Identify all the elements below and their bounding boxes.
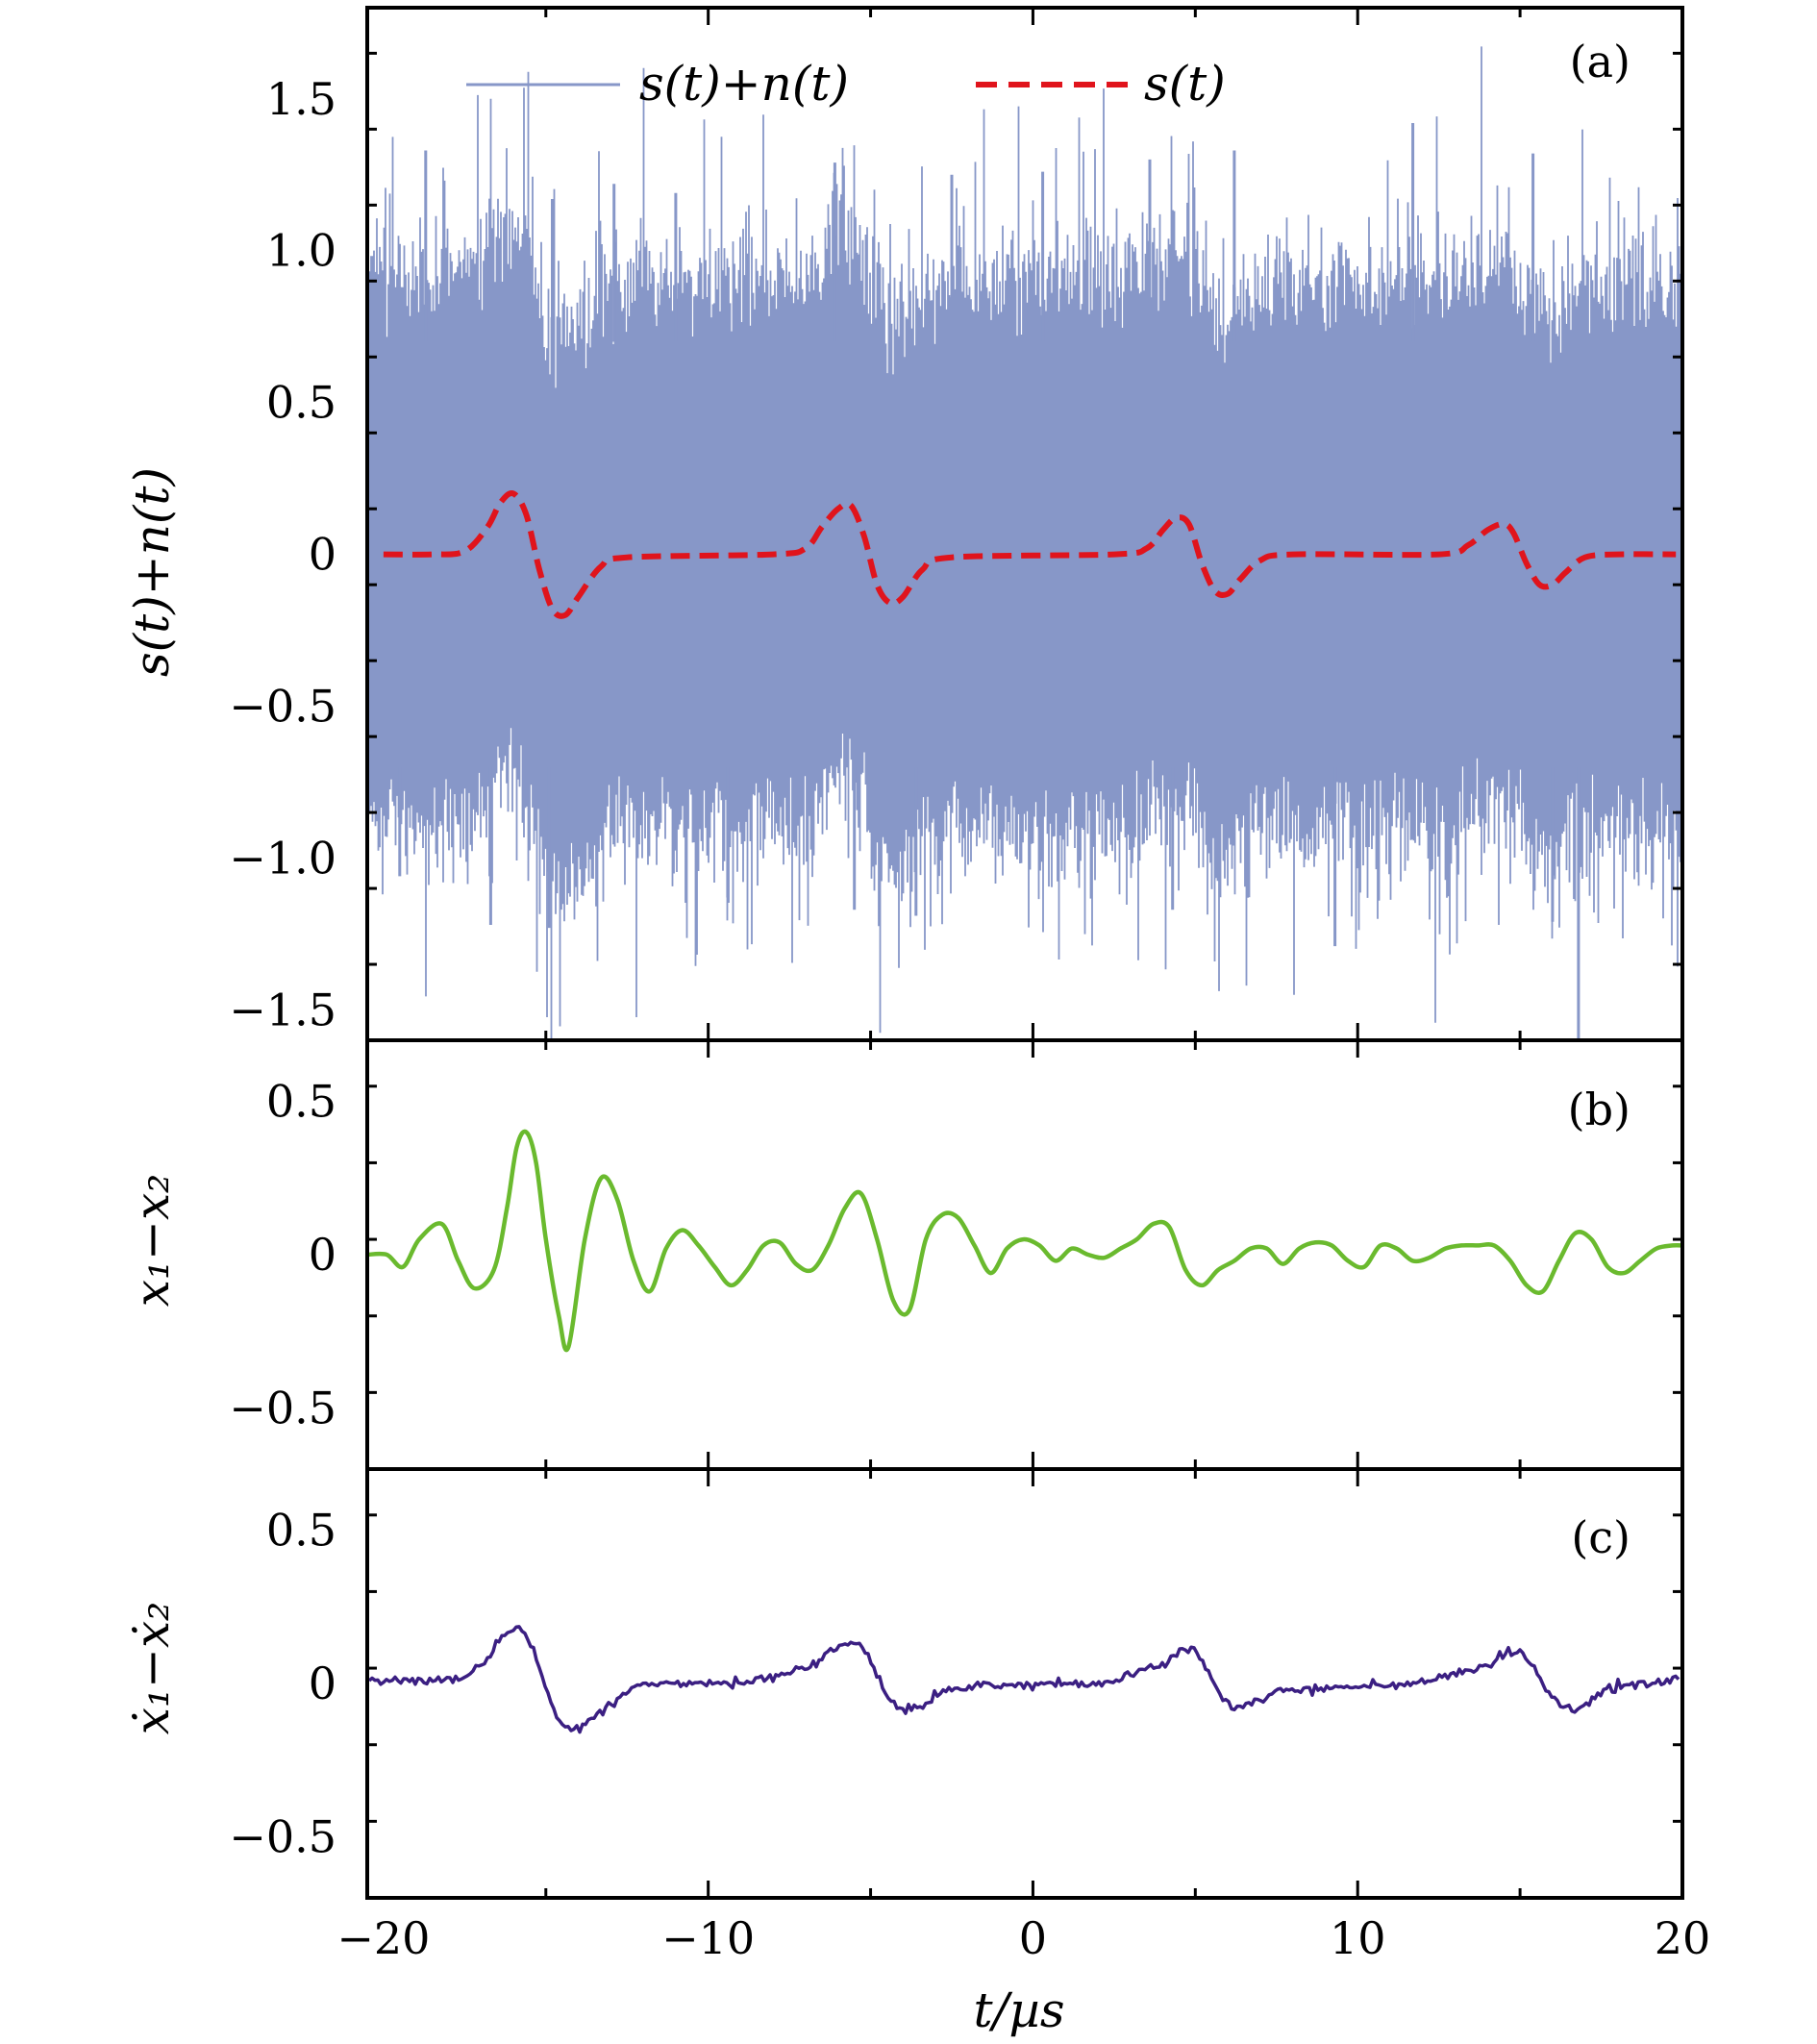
panel-frames xyxy=(365,6,1684,1900)
y-tick-label: 0 xyxy=(309,1229,336,1281)
panel-a-ylabel: s(t)+n(t) xyxy=(124,467,180,677)
y-tick-label: 0.5 xyxy=(266,1505,336,1557)
noise-spikes xyxy=(398,123,1581,1040)
legend-label-noisy: s(t)+n(t) xyxy=(639,56,849,112)
x-difference-line xyxy=(366,1129,1683,1353)
panel-b-ylabel: x₁−x₂ xyxy=(124,1174,180,1307)
x1-minus-x2-trace xyxy=(366,1129,1683,1353)
panel-c: 0.5 0 −0.5 (c) ẋ₁−ẋ₂ xyxy=(124,1505,1682,1862)
y-tick-label: −0.5 xyxy=(229,681,336,733)
panel-c-ylabel: ẋ₁−ẋ₂ xyxy=(124,1602,180,1734)
panel-c-y-axis: 0.5 0 −0.5 xyxy=(229,1505,1682,1862)
y-tick-label: 0 xyxy=(309,1658,336,1709)
clean-signal-trace xyxy=(383,489,1677,619)
panel-a: 1.5 1.0 0.5 0 −0.5 −1.0 −1.5 (a) s(t)+n(t) s(t… xyxy=(124,36,1683,1040)
y-tick-label: 0.5 xyxy=(266,377,336,429)
x-axis-label: t/µs xyxy=(973,1982,1064,2038)
y-tick-label: −0.5 xyxy=(229,1810,336,1862)
legend-label-signal: s(t) xyxy=(1144,56,1226,112)
y-tick-label: −0.5 xyxy=(229,1382,336,1433)
panel-b: 0.5 0 −0.5 (b) x₁−x₂ xyxy=(124,1076,1683,1433)
xdot1-minus-xdot2-trace xyxy=(367,1625,1680,1734)
x-tick-label: 0 xyxy=(1019,1912,1047,1964)
x-tick-label: −10 xyxy=(661,1912,755,1964)
y-tick-label: 1.0 xyxy=(266,225,336,277)
legend: s(t)+n(t) s(t) xyxy=(466,56,1226,112)
panel-b-tag: (b) xyxy=(1568,1084,1630,1135)
y-tick-label: 1.5 xyxy=(266,73,336,125)
velocity-difference-line xyxy=(367,1625,1680,1734)
signal-line xyxy=(383,489,1677,619)
panel-a-tag: (a) xyxy=(1570,36,1630,87)
x-tick-label: 20 xyxy=(1655,1912,1711,1964)
panel-a-y-axis: 1.5 1.0 0.5 0 −0.5 −1.0 −1.5 xyxy=(229,51,1682,1035)
y-tick-label: 0.5 xyxy=(266,1076,336,1128)
panel-frame xyxy=(365,1467,1684,1900)
panel-c-tag: (c) xyxy=(1571,1511,1630,1563)
y-tick-label: 0 xyxy=(309,529,336,581)
x-tick-label: 10 xyxy=(1330,1912,1386,1964)
x-tick-label: −20 xyxy=(336,1912,430,1964)
y-tick-label: −1.0 xyxy=(229,832,336,884)
y-tick-label: −1.5 xyxy=(229,984,336,1035)
